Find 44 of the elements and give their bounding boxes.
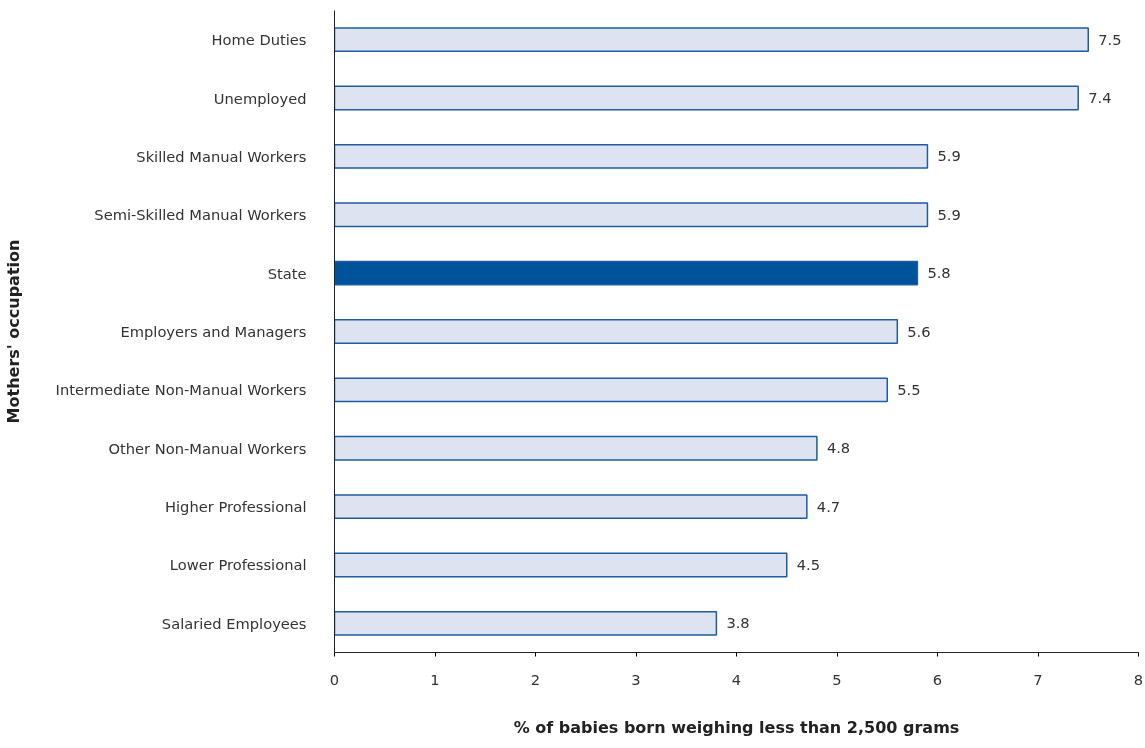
data-label: 5.9 — [937, 147, 961, 165]
data-label: 7.5 — [1098, 30, 1122, 48]
y-tick-label: Higher Professional — [165, 498, 307, 516]
bar — [334, 143, 929, 169]
data-label: 3.8 — [726, 614, 750, 632]
y-tick-label: Home Duties — [211, 31, 307, 49]
x-tick-label: 4 — [731, 670, 742, 688]
data-label: 5.8 — [927, 264, 951, 282]
bar — [334, 494, 808, 520]
data-label: 4.7 — [816, 497, 841, 515]
bar — [334, 435, 818, 461]
bar — [334, 552, 788, 578]
data-label: 7.4 — [1088, 89, 1112, 107]
bar — [334, 610, 718, 636]
data-label: 5.9 — [937, 205, 961, 223]
data-label: 5.6 — [907, 322, 931, 340]
x-axis-title: % of babies born weighing less than 2,500 grams — [513, 717, 960, 737]
y-tick-label: Employers and Managers — [120, 323, 307, 340]
x-tick-label: 3 — [631, 670, 641, 688]
y-tick-label: Semi-Skilled Manual Workers — [94, 206, 307, 224]
bar — [334, 377, 888, 403]
y-tick-label: State — [267, 264, 307, 282]
x-tick-label: 0 — [329, 670, 340, 688]
bar — [334, 260, 919, 286]
bar — [334, 319, 899, 344]
y-tick-label: Other Non-Manual Workers — [108, 439, 307, 457]
y-tick-label: Skilled Manual Workers — [136, 147, 307, 165]
data-label: 4.5 — [796, 555, 821, 573]
y-tick-label: Intermediate Non-Manual Workers — [55, 381, 307, 399]
y-tick-label: Unemployed — [213, 89, 307, 107]
x-tick-label: 7 — [1033, 670, 1043, 688]
data-label: 5.5 — [897, 380, 921, 398]
x-tick-label: 8 — [1133, 670, 1144, 688]
bar — [334, 85, 1079, 111]
y-tick-label: Salaried Employees — [161, 614, 307, 632]
bar — [334, 27, 1089, 53]
data-label: 4.8 — [826, 439, 851, 457]
x-tick-label: 2 — [530, 670, 541, 688]
x-tick-label: 1 — [430, 670, 440, 688]
bar — [334, 202, 929, 228]
y-axis-title: Mothers' occupation — [3, 239, 23, 424]
x-tick-label: 6 — [932, 670, 943, 688]
y-tick-label: Lower Professional — [169, 556, 307, 574]
x-tick-label: 5 — [832, 670, 842, 688]
